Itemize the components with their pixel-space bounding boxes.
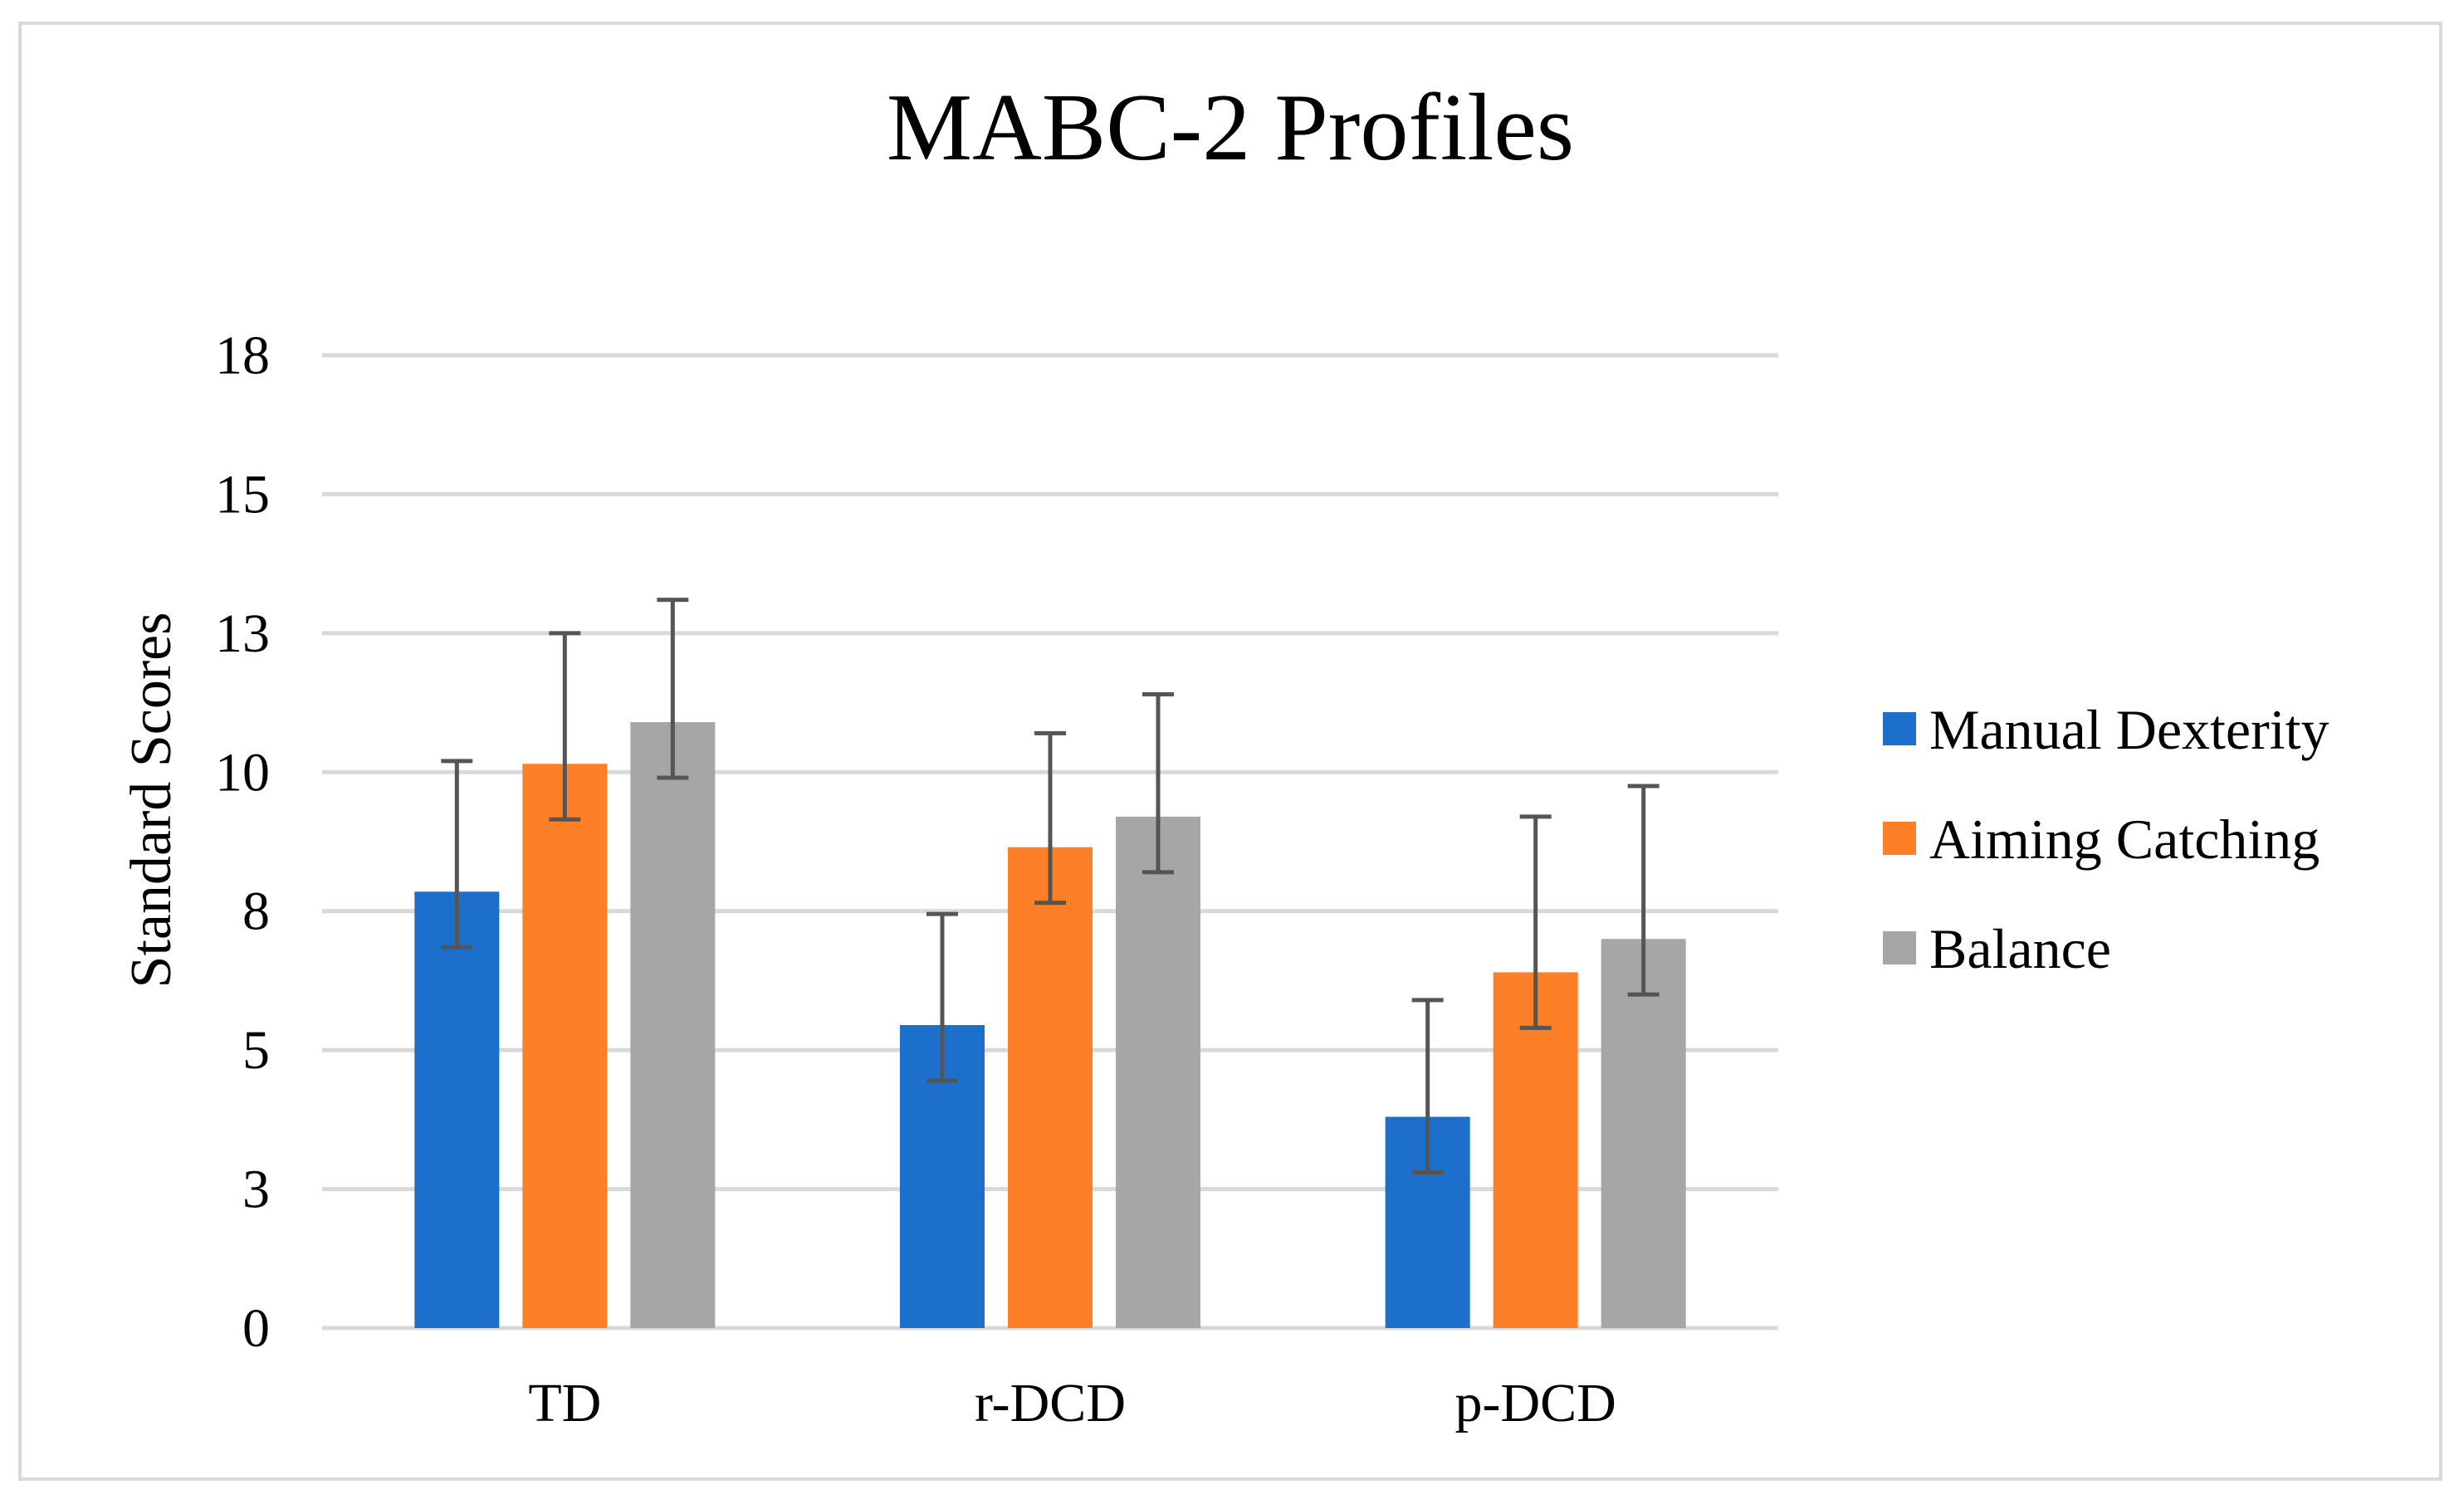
error-bars <box>441 598 1660 1174</box>
y-axis-title: Standard Scores <box>120 613 183 989</box>
legend-swatch <box>1883 712 1916 745</box>
error-bar <box>549 631 581 822</box>
y-tick-label: 0 <box>242 1298 270 1359</box>
error-bar <box>926 911 958 1083</box>
y-tick-label: 18 <box>215 325 270 386</box>
x-axis-ticks: TD r-DCD p-DCD <box>528 1373 1616 1433</box>
bar-balance-r-dcd <box>1116 816 1200 1328</box>
error-bar <box>1519 814 1552 1030</box>
y-tick-label: 10 <box>215 742 270 803</box>
bars <box>414 722 1686 1328</box>
legend-label: Balance <box>1929 917 2111 980</box>
error-bar <box>1142 692 1174 875</box>
error-bar <box>1034 730 1066 906</box>
x-tick-label: r-DCD <box>975 1373 1126 1433</box>
error-bar <box>441 759 473 950</box>
bar-aiming-catching-r-dcd <box>1008 847 1093 1328</box>
bar-aiming-catching-td <box>522 764 608 1328</box>
legend: Manual Dexterity Aiming Catching Balance <box>1883 698 2330 980</box>
error-bar <box>657 598 689 780</box>
y-tick-label: 5 <box>242 1020 270 1081</box>
error-bar <box>1627 784 1660 997</box>
x-tick-label: TD <box>528 1373 601 1433</box>
bar-aiming-catching-p-dcd <box>1493 972 1578 1328</box>
bar-balance-p-dcd <box>1601 939 1686 1328</box>
legend-swatch <box>1883 931 1916 964</box>
y-axis-ticks: 0 3 5 8 10 13 15 18 <box>215 325 270 1359</box>
y-tick-label: 3 <box>242 1160 270 1220</box>
legend-label: Aiming Catching <box>1929 808 2320 871</box>
y-tick-label: 8 <box>242 881 270 942</box>
error-bar <box>1411 998 1444 1174</box>
legend-label: Manual Dexterity <box>1929 698 2330 761</box>
legend-swatch <box>1883 822 1916 855</box>
bar-manual-dexterity-td <box>414 891 500 1328</box>
y-tick-label: 15 <box>215 464 270 525</box>
y-tick-label: 13 <box>215 603 270 664</box>
legend-item: Aiming Catching <box>1883 808 2320 871</box>
chart-title: MABC-2 Profiles <box>887 75 1574 181</box>
x-tick-label: p-DCD <box>1455 1373 1616 1433</box>
legend-item: Balance <box>1883 917 2111 980</box>
legend-item: Manual Dexterity <box>1883 698 2330 761</box>
bar-balance-td <box>630 722 716 1328</box>
